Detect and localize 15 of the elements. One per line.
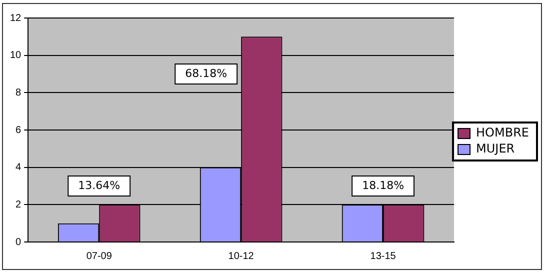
annotation: 18.18%: [362, 178, 404, 192]
legend-label: MUJER: [476, 142, 515, 156]
y-tick-label: 10: [10, 50, 22, 62]
y-tick-label: 2: [16, 199, 22, 210]
y-tick-label: 12: [10, 12, 22, 24]
annotation: 68.18%: [185, 66, 228, 80]
y-tick-label: 6: [16, 124, 22, 136]
x-tick-label: 13-15: [370, 250, 396, 262]
y-tick-label: 4: [16, 162, 22, 174]
y-tick-label: 8: [16, 87, 22, 98]
y-tick-label: 0: [16, 236, 22, 248]
x-tick-label: 07-09: [86, 250, 112, 262]
legend-label: HOMBRE: [476, 126, 530, 140]
annotation: 13.64%: [78, 178, 120, 192]
x-tick-label: 10-12: [228, 250, 254, 262]
